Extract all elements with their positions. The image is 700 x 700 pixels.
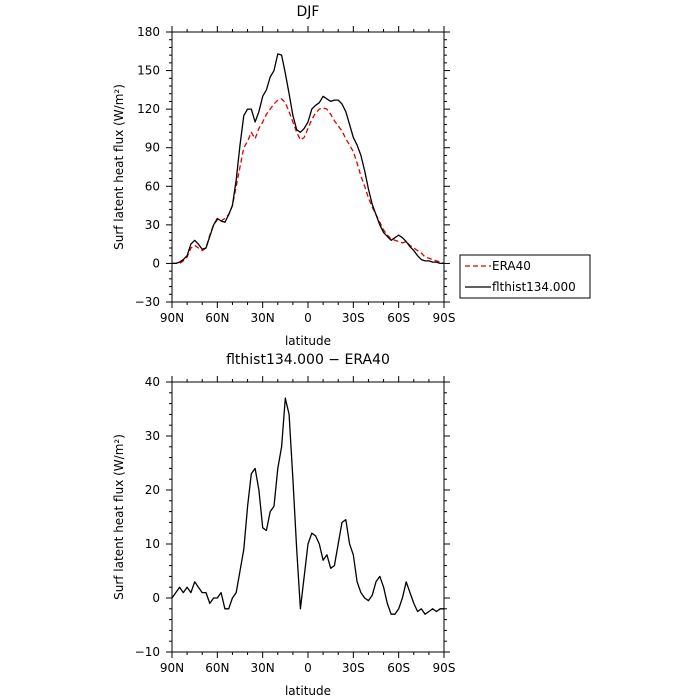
chart-title: flthist134.000 − ERA40	[226, 352, 390, 368]
y-tick-label: 0	[152, 256, 160, 270]
y-tick-label: 120	[137, 102, 160, 116]
legend-label-era40: ERA40	[492, 259, 531, 273]
y-tick-label: −30	[135, 295, 160, 309]
tick-marks	[166, 376, 450, 658]
y-axis-label: Surf latent heat flux (W/m²)	[112, 434, 126, 600]
series-lines	[172, 53, 445, 265]
x-tick-label: 30S	[342, 311, 365, 325]
x-tick-label: 90N	[160, 311, 184, 325]
x-tick-label: 60N	[205, 311, 229, 325]
y-tick-label: 30	[145, 218, 160, 232]
x-tick-label: 60N	[205, 661, 229, 675]
x-tick-label: 60S	[387, 661, 410, 675]
x-tick-labels: 90N 60N 30N 0 30S 60S 90S	[160, 311, 456, 325]
x-axis-label: latitude	[285, 684, 331, 698]
series-line-difference	[171, 397, 444, 615]
legend: ERA40 flthist134.000	[459, 254, 591, 299]
x-tick-label: 0	[304, 311, 312, 325]
y-tick-label: 30	[145, 429, 160, 443]
x-tick-label: 90S	[433, 661, 456, 675]
plot-frame	[171, 31, 445, 303]
y-tick-label: 20	[145, 483, 160, 497]
plot-frame	[171, 381, 445, 653]
x-tick-label: 30S	[342, 661, 365, 675]
y-tick-label: 150	[137, 64, 160, 78]
y-tick-labels: −10 0 10 20 30 40	[135, 375, 160, 659]
x-tick-label: 30N	[251, 311, 275, 325]
legend-box	[459, 254, 591, 299]
x-tick-label: 60S	[387, 311, 410, 325]
x-tick-label: 90N	[160, 661, 184, 675]
series-line-flthist134-000	[172, 53, 444, 265]
chart-panel-djf: DJF 90N 60N 30N 0 30S 60S 90S −30 0 30 60 90 120 150…	[112, 4, 591, 348]
y-tick-labels: −30 0 30 60 90 120 150 180	[135, 25, 160, 309]
x-tick-label: 90S	[433, 311, 456, 325]
x-axis-label: latitude	[285, 334, 331, 348]
x-tick-label: 30N	[251, 661, 275, 675]
series-lines	[171, 397, 444, 615]
y-tick-label: 40	[145, 375, 160, 389]
y-tick-label: 10	[145, 537, 160, 551]
tick-marks	[166, 26, 450, 308]
x-tick-labels: 90N 60N 30N 0 30S 60S 90S	[160, 661, 456, 675]
y-tick-label: 0	[152, 591, 160, 605]
chart-panel-difference: flthist134.000 − ERA40 90N 60N 30N 0 30S 60S 9…	[112, 352, 455, 698]
y-axis-label: Surf latent heat flux (W/m²)	[112, 84, 126, 250]
x-tick-label: 0	[304, 661, 312, 675]
y-tick-label: 90	[145, 141, 160, 155]
y-tick-label: 60	[145, 179, 160, 193]
chart-title: DJF	[297, 4, 320, 20]
y-tick-label: −10	[135, 645, 160, 659]
y-tick-label: 180	[137, 25, 160, 39]
legend-label-flthist: flthist134.000	[492, 280, 576, 294]
